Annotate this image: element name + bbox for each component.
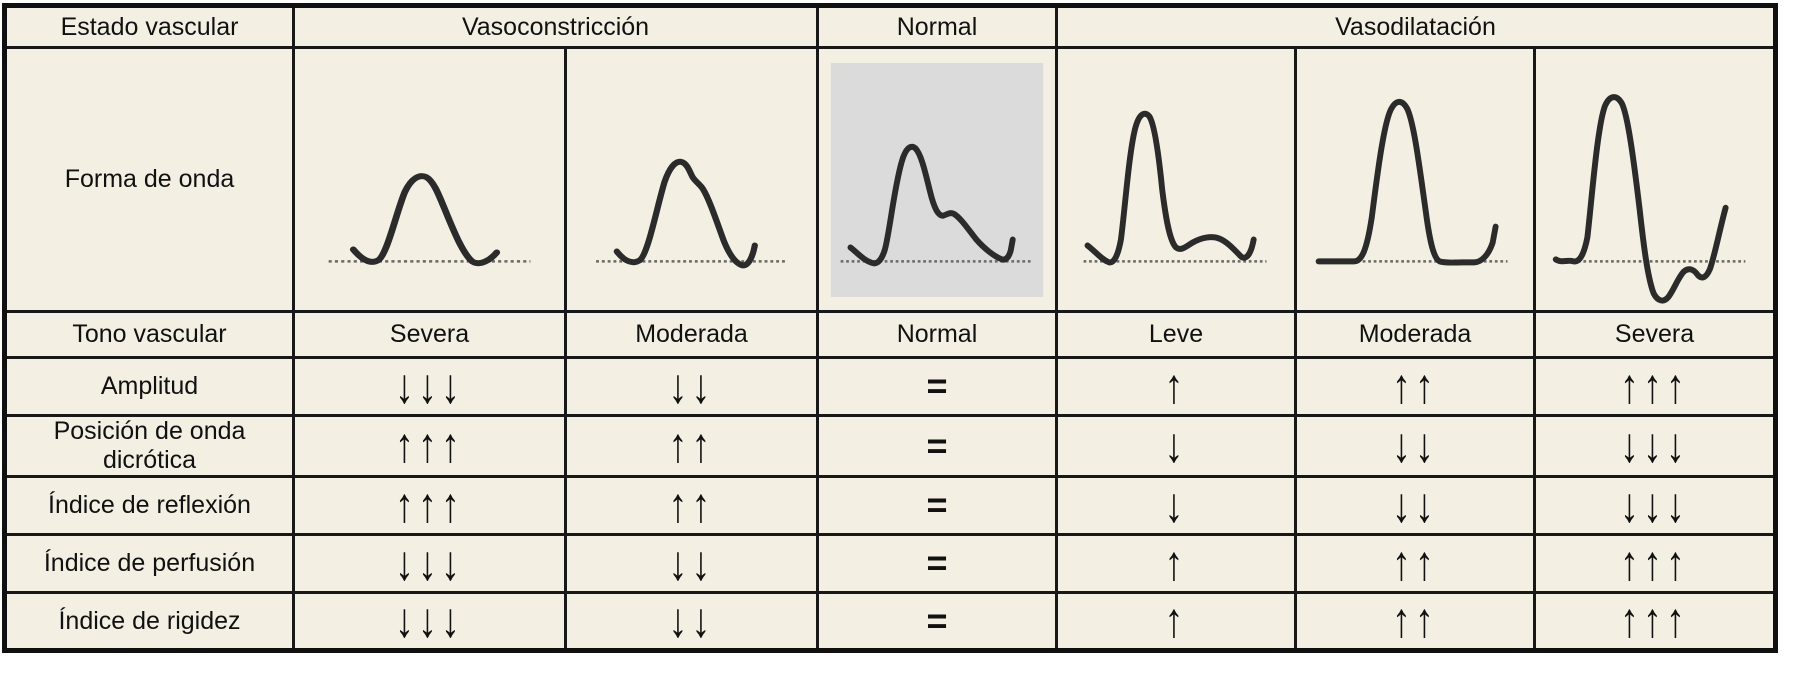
triple-up-arrow-icon: ↑↑↑ [395, 419, 464, 473]
equals-icon: = [926, 542, 948, 583]
reflexion-value-vd-severa: ↓↓↓ [1533, 475, 1777, 536]
reflexion-value-vd-leve: ↓ [1055, 475, 1297, 536]
header-cell-normal: Normal [816, 4, 1058, 49]
single-up-arrow-icon: ↑ [1164, 536, 1188, 591]
reflexion-value-vc-moderada: ↑↑ [564, 475, 819, 536]
amplitud-value-vc-severa: ↓↓↓ [292, 356, 567, 417]
pulse-wave-vasoconstriction-moderate-icon [596, 158, 785, 268]
header-cell-vasoconstriccion: Vasoconstricción [292, 4, 819, 49]
amplitud-value-normal: = [816, 356, 1058, 417]
waveform-cell-normal [816, 46, 1058, 313]
waveform-row: Forma de onda [3, 46, 1777, 313]
single-up-arrow-icon: ↑ [1164, 359, 1188, 414]
pulse-wave-vasodilation-mild-icon [1083, 110, 1267, 265]
row-label-amplitud: Amplitud [3, 356, 295, 417]
single-down-arrow-icon: ↓ [1164, 419, 1188, 473]
double-up-arrow-icon: ↑↑ [668, 478, 715, 533]
double-up-arrow-icon: ↑↑ [1392, 536, 1438, 591]
posicion-value-vc-moderada: ↑↑ [564, 414, 819, 478]
posicion-value-vc-severa: ↑↑↑ [292, 414, 567, 478]
rigidez-value-vc-moderada: ↓↓ [564, 591, 819, 652]
tono-value-vc-moderada: Moderada [564, 310, 819, 359]
triple-up-arrow-icon: ↑↑↑ [395, 478, 464, 533]
double-up-arrow-icon: ↑↑ [1392, 594, 1438, 648]
row-label-posicion-onda-dicrotica: Posición de onda dicrótica [3, 414, 295, 478]
perfusion-value-vc-moderada: ↓↓ [564, 533, 819, 594]
waveform-cell-vasoconstriction-moderate [564, 46, 819, 313]
equals-icon: = [926, 484, 948, 525]
amplitud-value-vd-severa: ↑↑↑ [1533, 356, 1777, 417]
double-up-arrow-icon: ↑↑ [668, 419, 715, 473]
indice-rigidez-row: Índice de rigidez ↓↓↓ ↓↓ = ↑ ↑↑ ↑↑↑ [3, 591, 1777, 652]
posicion-value-vd-severa: ↓↓↓ [1533, 414, 1777, 478]
triple-up-arrow-icon: ↑↑↑ [1620, 359, 1689, 414]
row-label-indice-reflexion: Índice de reflexión [3, 475, 295, 536]
double-down-arrow-icon: ↓↓ [668, 536, 715, 591]
pulse-wave-normal-icon [830, 62, 1044, 297]
equals-icon: = [926, 365, 948, 406]
rigidez-value-vd-leve: ↑ [1055, 591, 1297, 652]
row-label-indice-rigidez: Índice de rigidez [3, 591, 295, 652]
rigidez-value-normal: = [816, 591, 1058, 652]
waveform-cell-vasodilation-mild [1055, 46, 1297, 313]
rigidez-value-vd-severa: ↑↑↑ [1533, 591, 1777, 652]
double-down-arrow-icon: ↓↓ [668, 594, 715, 648]
reflexion-value-vc-severa: ↑↑↑ [292, 475, 567, 536]
vascular-state-table: Estado vascular Vasoconstricción Normal … [2, 3, 1778, 653]
posicion-value-vd-leve: ↓ [1055, 414, 1297, 478]
triple-down-arrow-icon: ↓↓↓ [1620, 478, 1689, 533]
header-cell-estado-vascular: Estado vascular [3, 4, 295, 49]
waveform-cell-vasodilation-moderate [1294, 46, 1536, 313]
double-down-arrow-icon: ↓↓ [1392, 419, 1438, 473]
triple-up-arrow-icon: ↑↑↑ [1620, 536, 1689, 591]
posicion-onda-dicrotica-row: Posición de onda dicrótica ↑↑↑ ↑↑ = ↓ ↓↓… [3, 414, 1777, 478]
row-label-indice-perfusion: Índice de perfusión [3, 533, 295, 594]
amplitud-value-vd-leve: ↑ [1055, 356, 1297, 417]
triple-down-arrow-icon: ↓↓↓ [395, 594, 464, 648]
perfusion-value-normal: = [816, 533, 1058, 594]
single-up-arrow-icon: ↑ [1164, 594, 1188, 648]
equals-icon: = [926, 599, 948, 641]
triple-down-arrow-icon: ↓↓↓ [395, 359, 464, 414]
double-down-arrow-icon: ↓↓ [668, 359, 715, 414]
posicion-value-vd-moderada: ↓↓ [1294, 414, 1536, 478]
tono-value-vd-severa: Severa [1533, 310, 1777, 359]
triple-up-arrow-icon: ↑↑↑ [1620, 594, 1689, 648]
indice-reflexion-row: Índice de reflexión ↑↑↑ ↑↑ = ↓ ↓↓ ↓↓↓ [3, 475, 1777, 536]
tono-value-vd-moderada: Moderada [1294, 310, 1536, 359]
row-label-tono-vascular: Tono vascular [3, 310, 295, 359]
header-row: Estado vascular Vasoconstricción Normal … [3, 4, 1777, 49]
tono-value-normal: Normal [816, 310, 1058, 359]
posicion-value-normal: = [816, 414, 1058, 478]
double-down-arrow-icon: ↓↓ [1392, 478, 1438, 533]
equals-icon: = [926, 424, 948, 466]
waveform-row-label: Forma de onda [3, 46, 295, 313]
tono-vascular-row: Tono vascular Severa Moderada Normal Lev… [3, 310, 1777, 359]
pulse-wave-vasoconstriction-severe-icon [328, 172, 531, 266]
pulse-wave-vasodilation-moderate-icon [1315, 98, 1508, 266]
rigidez-value-vd-moderada: ↑↑ [1294, 591, 1536, 652]
triple-down-arrow-icon: ↓↓↓ [1620, 419, 1689, 473]
waveform-cell-vasodilation-severe [1533, 46, 1777, 313]
amplitud-value-vd-moderada: ↑↑ [1294, 356, 1536, 417]
perfusion-value-vd-severa: ↑↑↑ [1533, 533, 1777, 594]
perfusion-value-vc-severa: ↓↓↓ [292, 533, 567, 594]
header-cell-vasodilatacion: Vasodilatación [1055, 4, 1777, 49]
double-up-arrow-icon: ↑↑ [1392, 359, 1438, 414]
reflexion-value-vd-moderada: ↓↓ [1294, 475, 1536, 536]
indice-perfusion-row: Índice de perfusión ↓↓↓ ↓↓ = ↑ ↑↑ ↑↑↑ [3, 533, 1777, 594]
perfusion-value-vd-leve: ↑ [1055, 533, 1297, 594]
perfusion-value-vd-moderada: ↑↑ [1294, 533, 1536, 594]
reflexion-value-normal: = [816, 475, 1058, 536]
tono-value-vd-leve: Leve [1055, 310, 1297, 359]
amplitud-row: Amplitud ↓↓↓ ↓↓ = ↑ ↑↑ ↑↑↑ [3, 356, 1777, 417]
waveform-cell-vasoconstriction-severe [292, 46, 567, 313]
amplitud-value-vc-moderada: ↓↓ [564, 356, 819, 417]
tono-value-vc-severa: Severa [292, 310, 567, 359]
pulse-wave-vasodilation-severe-icon [1552, 93, 1746, 304]
rigidez-value-vc-severa: ↓↓↓ [292, 591, 567, 652]
single-down-arrow-icon: ↓ [1164, 478, 1188, 533]
triple-down-arrow-icon: ↓↓↓ [395, 536, 464, 591]
